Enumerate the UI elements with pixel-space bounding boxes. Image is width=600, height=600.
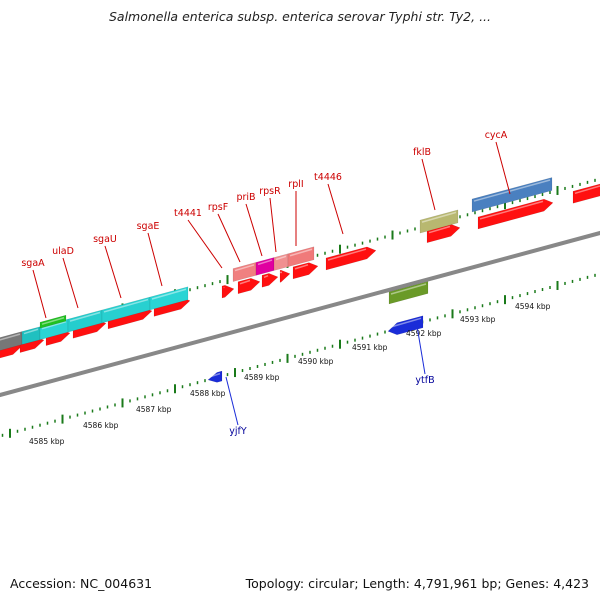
gene-label: rpsR	[259, 186, 281, 197]
feature-highlight	[69, 311, 101, 322]
forward-gene	[325, 246, 377, 271]
feature-highlight	[234, 264, 255, 272]
label-leader	[225, 376, 239, 426]
coordinate-label: 4591 kbp	[352, 343, 388, 352]
coordinate-label: 4593 kbp	[460, 315, 496, 324]
gene-label: yjfY	[229, 426, 247, 437]
label-leader	[495, 141, 511, 195]
feature-block	[388, 281, 429, 305]
coordinate-label: 4586 kbp	[83, 421, 119, 430]
feature-highlight	[151, 288, 187, 300]
coordinate-label: 4587 kbp	[136, 405, 172, 414]
coordinate-label: 4585 kbp	[29, 437, 65, 446]
label-leader	[104, 245, 122, 299]
feature-highlight	[390, 283, 427, 295]
feature-highlight	[41, 317, 65, 325]
gene-label: rplI	[288, 179, 303, 190]
gene-label: t4441	[174, 208, 202, 219]
feature-highlight	[209, 372, 221, 378]
forward-gene	[279, 269, 291, 283]
feature-highlight	[263, 274, 269, 278]
feature-highlight	[327, 248, 367, 261]
label-leader	[32, 269, 47, 319]
gene-label: ulaD	[52, 246, 74, 257]
feature-highlight	[421, 211, 457, 223]
reverse-gene	[207, 370, 223, 383]
feature-block	[149, 286, 189, 311]
feature-highlight	[23, 328, 39, 335]
coordinate-label: 4592 kbp	[406, 329, 442, 338]
gene-label: cycA	[485, 130, 508, 141]
forward-gene	[221, 284, 235, 299]
label-leader	[62, 257, 79, 309]
gene-label: sgaA	[21, 258, 45, 269]
forward-gene	[477, 198, 554, 230]
topology-summary: Topology: circular; Length: 4,791,961 bp…	[245, 576, 589, 591]
feature-highlight	[0, 333, 21, 341]
label-leader	[147, 232, 163, 287]
gene-label: sgaE	[137, 221, 160, 232]
label-leader	[327, 183, 344, 235]
accession-text: Accession: NC_004631	[10, 576, 153, 591]
feature-highlight	[294, 264, 309, 270]
gene-label: priB	[236, 192, 255, 203]
feature-highlight	[428, 225, 451, 234]
label-leader	[416, 325, 426, 375]
label-leader	[245, 203, 263, 257]
label-leader	[421, 158, 436, 211]
forward-gene	[292, 262, 319, 280]
coordinate-label: 4588 kbp	[190, 389, 226, 398]
feature-block	[471, 177, 553, 213]
feature-highlight	[41, 320, 67, 330]
feature-highlight	[479, 200, 544, 220]
gene-label: t4446	[314, 172, 342, 183]
gene-label: ytfB	[415, 375, 434, 386]
feature-highlight	[574, 185, 600, 195]
feature-block	[39, 314, 67, 329]
coordinate-label: 4594 kbp	[515, 302, 551, 311]
feature-block	[287, 246, 315, 268]
feature-highlight	[389, 317, 422, 328]
label-leader	[269, 197, 277, 253]
gene-label: fklB	[413, 147, 431, 158]
gene-label: rpsF	[208, 202, 228, 213]
backbone-line	[0, 230, 600, 398]
feature-highlight	[473, 179, 551, 202]
map-title: Salmonella enterica subsp. enterica sero…	[108, 9, 492, 24]
reverse-gene	[387, 315, 424, 336]
forward-gene	[572, 183, 600, 204]
gene-label: sgaU	[93, 234, 117, 245]
feature-highlight	[257, 259, 273, 266]
label-leader	[217, 213, 241, 263]
feature-highlight	[289, 248, 313, 257]
forward-gene	[237, 277, 261, 295]
feature-highlight	[239, 279, 251, 285]
forward-gene	[261, 273, 279, 288]
feature-block	[419, 209, 459, 234]
coordinate-label: 4589 kbp	[244, 373, 280, 382]
feature-highlight	[103, 298, 149, 313]
label-leader	[187, 219, 223, 269]
feature-highlight	[275, 255, 287, 261]
coordinate-label: 4590 kbp	[298, 357, 334, 366]
